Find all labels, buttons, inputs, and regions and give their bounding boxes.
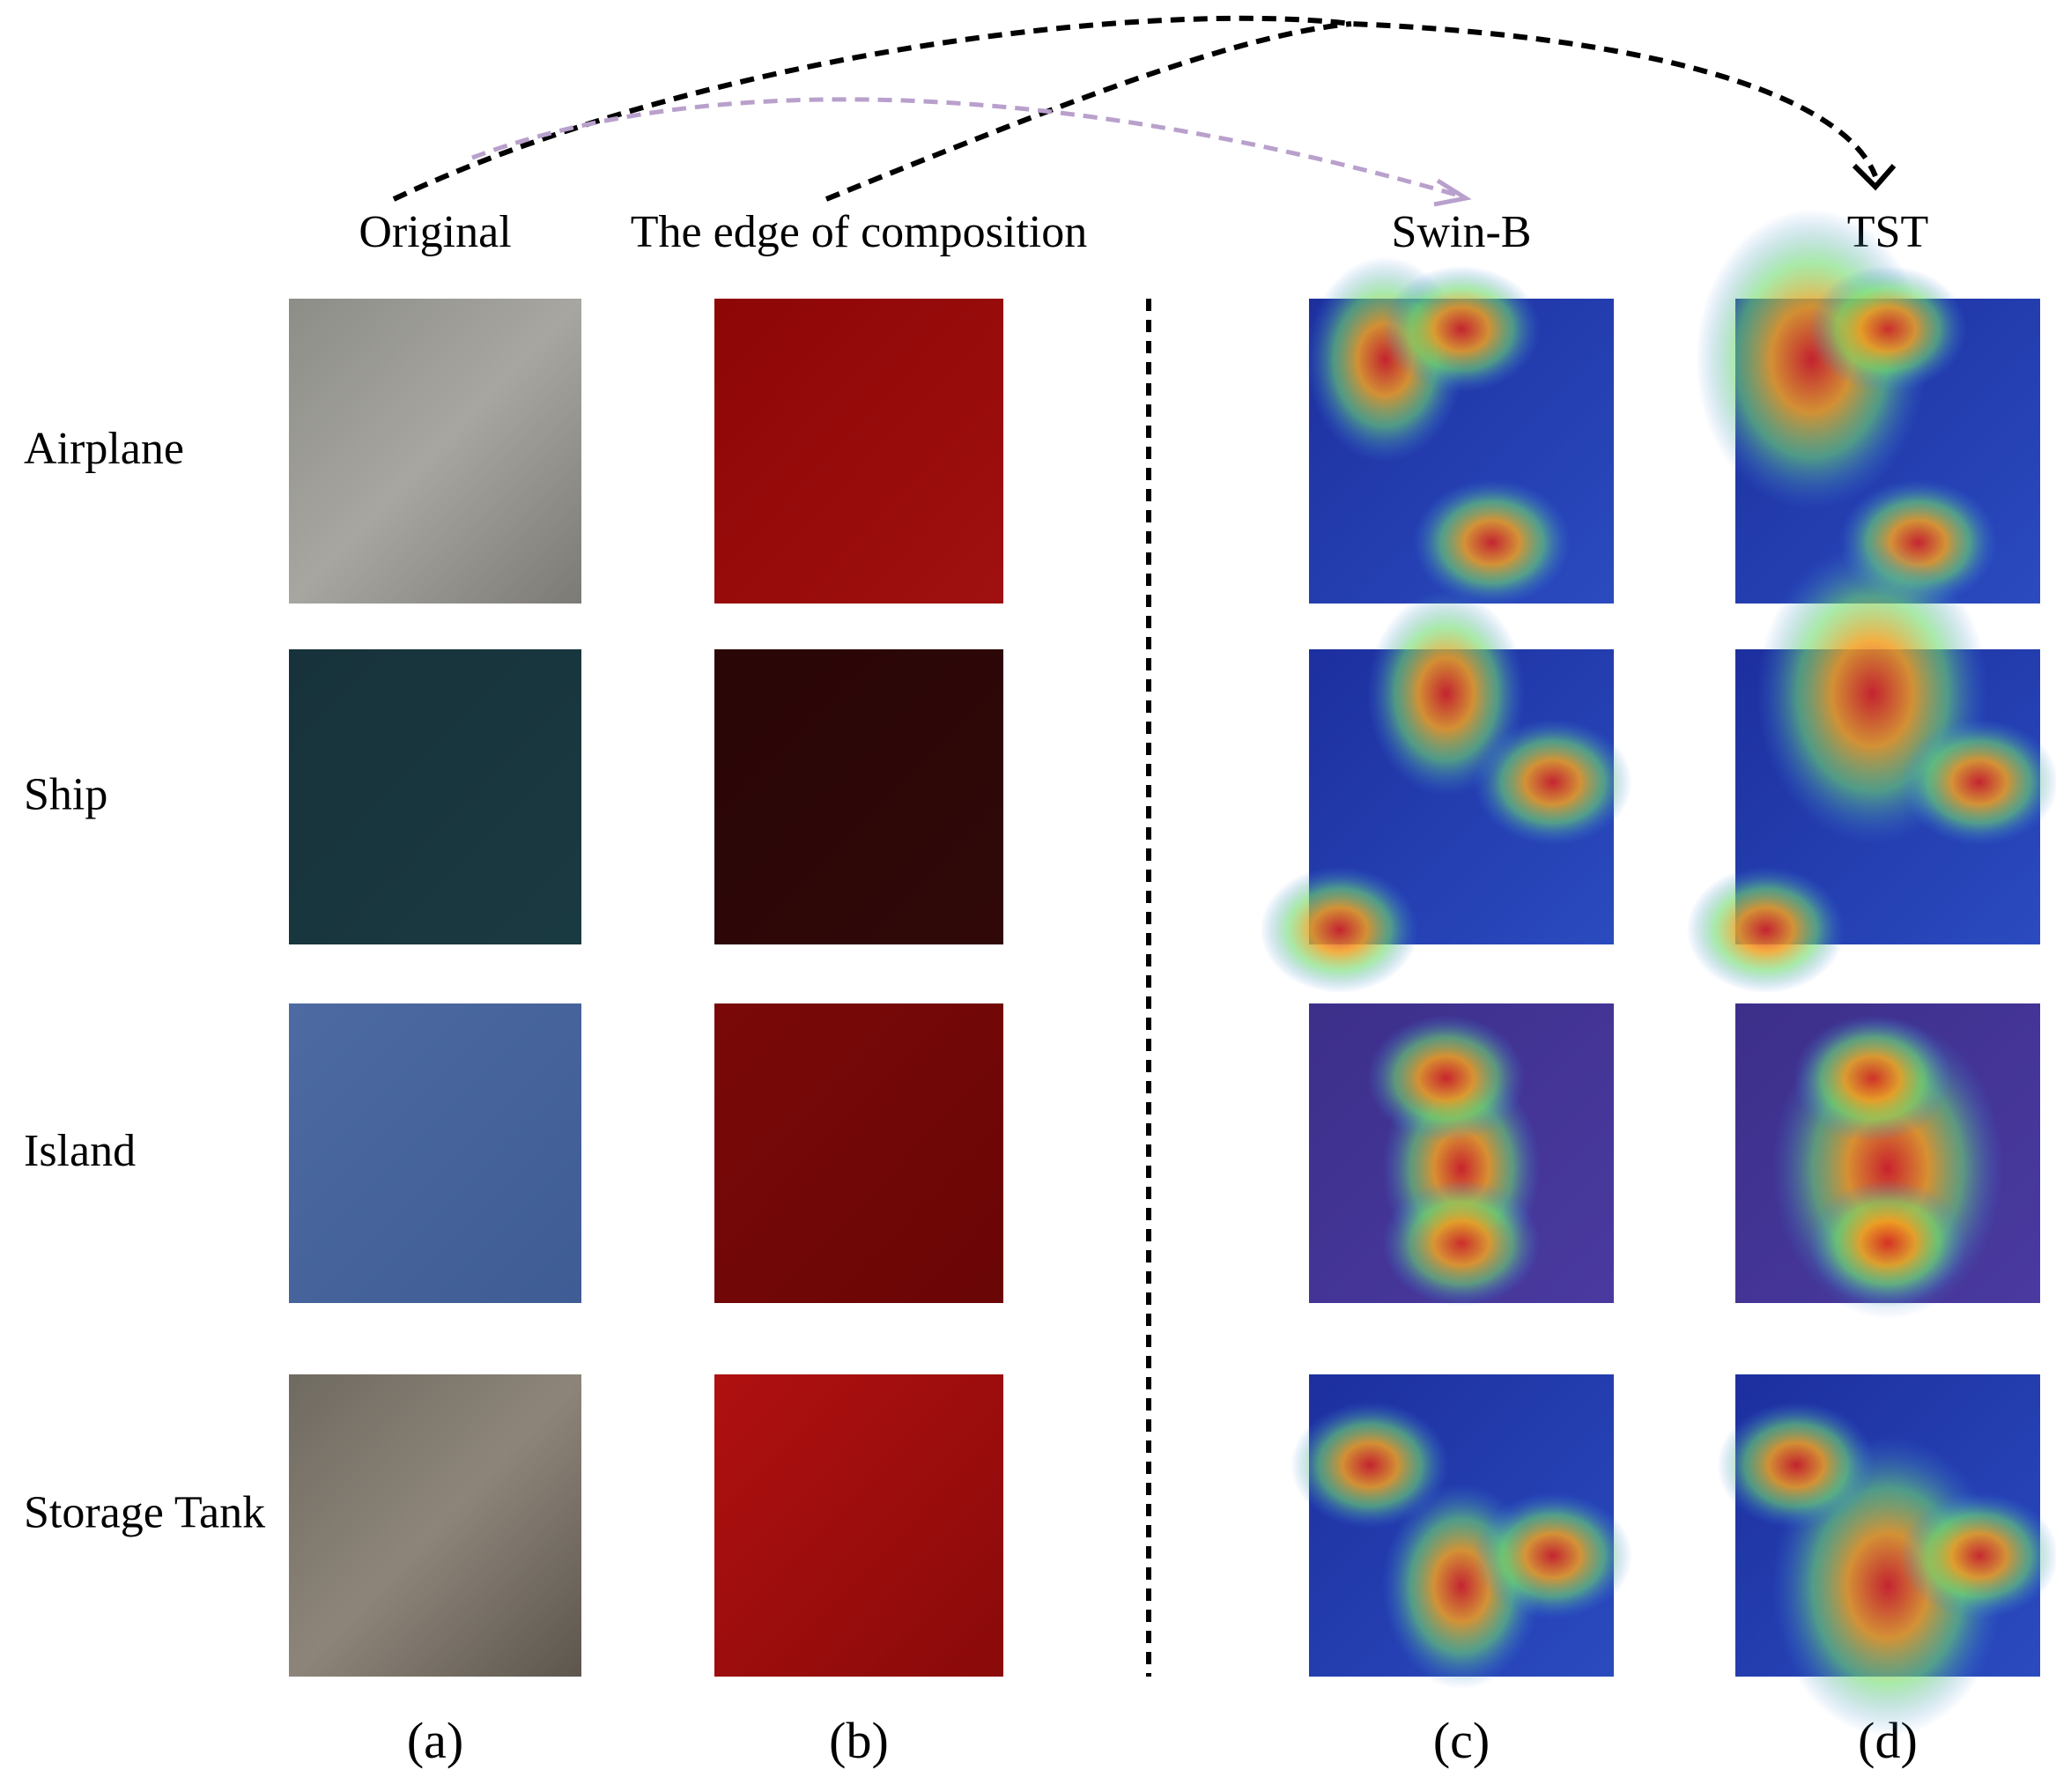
row-label: Storage Tank xyxy=(24,1487,265,1537)
image xyxy=(714,299,1003,604)
arrow-head xyxy=(1852,163,1897,191)
image xyxy=(289,299,581,604)
heatmap-blob xyxy=(1793,1015,1952,1142)
heatmap-blob xyxy=(1473,718,1632,846)
subfigure-label: (b) xyxy=(829,1712,889,1769)
row-label: Island xyxy=(24,1126,136,1176)
image xyxy=(289,1374,581,1677)
heatmap-blob xyxy=(1717,1401,1876,1529)
row-label: Airplane xyxy=(24,424,184,474)
heatmap-blob xyxy=(1899,718,2056,846)
arrow-head xyxy=(1433,178,1472,207)
column-header: Swin-B xyxy=(1392,207,1532,257)
heatmap-blob xyxy=(1412,478,1572,606)
image xyxy=(714,649,1003,944)
heatmap-blob xyxy=(1382,265,1541,393)
heatmap-blob xyxy=(1899,1492,2056,1619)
image xyxy=(714,1003,1003,1303)
heatmap-blob xyxy=(1366,1015,1526,1142)
arrow xyxy=(392,15,1878,202)
heatmap-blob xyxy=(1260,866,1419,994)
heatmap-blob xyxy=(1473,1492,1632,1619)
column-header: The edge of composition xyxy=(631,207,1087,257)
image xyxy=(289,649,581,944)
heatmap-blob xyxy=(1291,1401,1450,1529)
arrow xyxy=(825,21,1352,202)
heatmap-blob xyxy=(1366,590,1526,797)
row-label: Ship xyxy=(24,769,107,819)
subfigure-label: (c) xyxy=(1433,1712,1490,1769)
arrow xyxy=(471,97,1463,199)
heatmap-blob xyxy=(1808,265,1967,393)
image xyxy=(289,1003,581,1303)
column-header: Original xyxy=(359,207,511,257)
heatmap-blob xyxy=(1686,866,1845,994)
subfigure-label: (a) xyxy=(407,1712,463,1769)
image xyxy=(714,1374,1003,1677)
heatmap-blob xyxy=(1382,1180,1541,1307)
heatmap-blob xyxy=(1808,1180,1967,1307)
